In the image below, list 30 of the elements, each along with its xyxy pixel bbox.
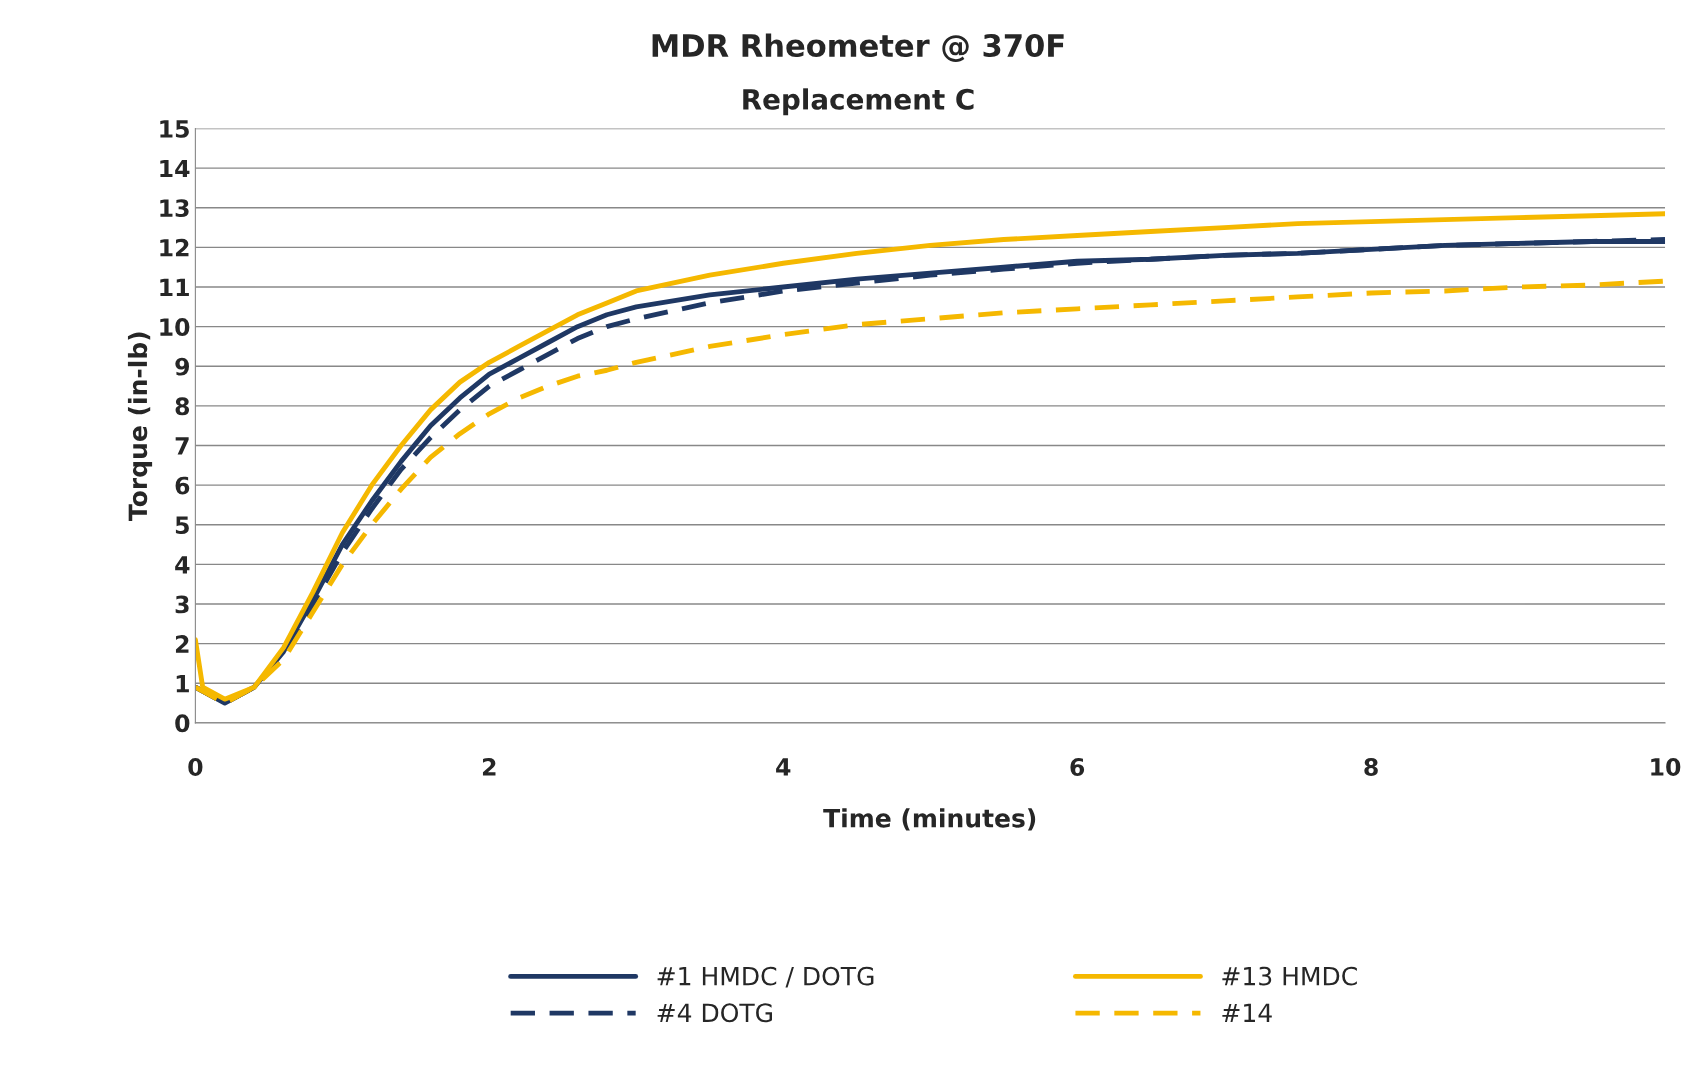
y-axis-title: Torque (in-lb) — [127, 332, 153, 521]
x-tick-label: 0 — [188, 758, 203, 776]
x-tick-label: 10 — [1651, 758, 1681, 776]
y-tick-label: 0 — [175, 714, 190, 733]
x-tick-label: 2 — [482, 758, 496, 776]
legend-label: #1 HMDC / DOTG — [657, 966, 874, 988]
y-tick-label: 10 — [160, 318, 190, 336]
y-tick-label: 9 — [175, 357, 190, 376]
y-tick-label: 8 — [175, 397, 190, 416]
legend-label: #4 DOTG — [657, 1003, 772, 1023]
x-axis-title: Time (minutes) — [823, 808, 1036, 831]
x-tick-label: 8 — [1364, 758, 1378, 776]
y-tick-label: 2 — [175, 635, 189, 653]
y-tick-label: 4 — [175, 556, 190, 574]
x-tick-label: 4 — [776, 758, 791, 776]
y-tick-label: 11 — [160, 278, 189, 296]
x-tick-label: 6 — [1070, 758, 1085, 776]
y-tick-label: 1 — [176, 675, 189, 693]
y-tick-label: 15 — [160, 120, 189, 138]
y-tick-label: 5 — [175, 516, 189, 535]
y-tick-label: 6 — [175, 476, 190, 495]
chart-title: MDR Rheometer @ 370F — [652, 33, 1064, 62]
y-tick-label: 14 — [160, 159, 190, 178]
y-tick-label: 12 — [160, 238, 189, 257]
y-tick-label: 13 — [160, 199, 189, 218]
legend-label: #14 — [1222, 1003, 1272, 1022]
chart-subtitle: Replacement C — [743, 88, 974, 116]
y-tick-label: 7 — [175, 437, 189, 455]
legend-label: #13 HMDC — [1222, 966, 1357, 986]
y-tick-label: 3 — [175, 595, 189, 614]
